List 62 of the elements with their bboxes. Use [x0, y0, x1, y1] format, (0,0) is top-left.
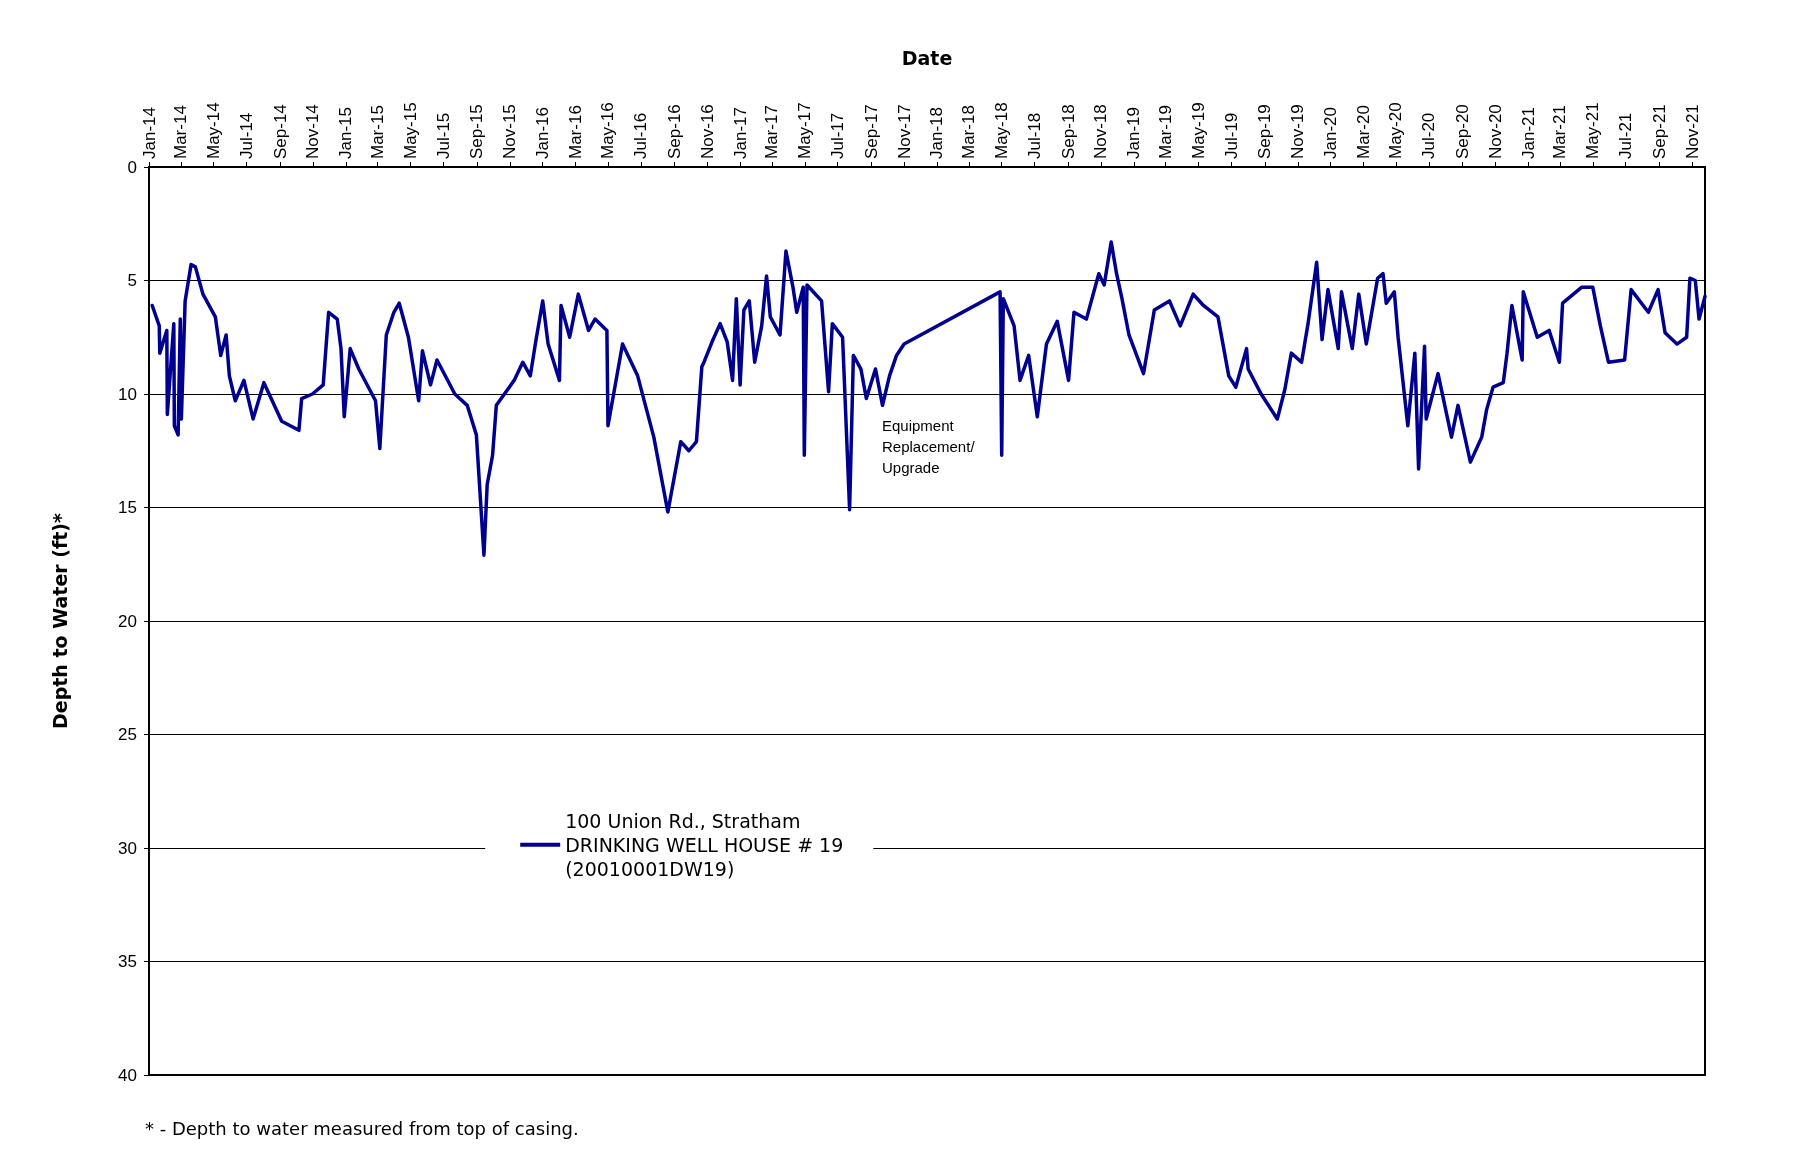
x-tick-label: Jan-21: [1518, 107, 1538, 159]
x-tick-label: Sep-18: [1058, 104, 1078, 159]
x-axis-title: Date: [901, 46, 953, 69]
y-tick-label: 25: [118, 725, 137, 744]
x-tick-label: Mar-14: [171, 105, 191, 159]
y-axis-title: Depth to Water (ft)*: [48, 512, 71, 729]
x-tick-label: Nov-20: [1485, 104, 1505, 159]
x-tick-label: May-21: [1583, 102, 1603, 159]
x-tick-label: Jul-20: [1419, 112, 1439, 159]
x-tick-label: Mar-16: [565, 105, 585, 159]
x-tick-label: Jan-20: [1321, 107, 1341, 159]
x-tick-label: Sep-21: [1649, 104, 1669, 159]
x-tick-label: Jul-14: [237, 112, 257, 159]
text: * - Depth to water measured from top of casing.: [145, 1117, 579, 1139]
x-tick-label: Jan-15: [336, 107, 356, 159]
x-tick-label: May-15: [401, 102, 421, 159]
x-tick-label: Mar-17: [762, 105, 782, 159]
x-tick-label: Jan-17: [730, 107, 750, 159]
x-tick-label: Nov-19: [1288, 104, 1308, 159]
x-tick-label: Jan-19: [1124, 107, 1144, 159]
x-tick-label: Nov-18: [1091, 104, 1111, 159]
y-tick-label: 35: [118, 952, 137, 971]
x-tick-label: Sep-17: [861, 104, 881, 159]
x-tick-label: Nov-21: [1682, 104, 1702, 159]
x-tick-label: Jan-16: [533, 107, 553, 159]
y-tick-label: 10: [118, 384, 137, 404]
x-tick-label: May-19: [1189, 102, 1209, 159]
x-tick-label: Sep-20: [1452, 104, 1472, 159]
x-tick-label: Mar-19: [1156, 105, 1176, 159]
y-tick-label: 30: [118, 838, 137, 858]
x-tick-label: Jul-17: [828, 112, 848, 159]
x-tick-label: Mar-15: [368, 105, 388, 159]
y-tick-label: 5: [127, 271, 137, 290]
x-tick-label: May-17: [795, 102, 815, 159]
x-tick-label: Jul-16: [631, 112, 651, 159]
x-tick-label: Sep-14: [270, 104, 290, 159]
x-tick-label: Nov-17: [894, 104, 914, 159]
x-tick-label: May-16: [598, 102, 618, 159]
x-tick-label: Nov-15: [500, 104, 520, 159]
x-tick-label: Sep-19: [1255, 104, 1275, 159]
x-tick-label: Sep-15: [467, 104, 487, 159]
legend-label: 100 Union Rd., Stratham DRINKING WELL HOUSE # 19 (20010001DW19): [565, 809, 844, 880]
x-tick-label: Jul-21: [1616, 112, 1636, 159]
x-tick-label: Jan-14: [139, 107, 159, 159]
y-tick-label: 40: [118, 1065, 137, 1085]
y-tick-label: 20: [118, 611, 137, 631]
x-tick-label: Mar-21: [1550, 105, 1570, 159]
annotation: Equipment Replacement/ Upgrade: [882, 417, 979, 476]
x-tick-label: Jul-18: [1025, 112, 1045, 159]
x-tick-label: Mar-20: [1353, 105, 1373, 159]
x-tick-label: Mar-18: [959, 105, 979, 159]
y-tick-label: 0: [127, 157, 137, 177]
x-tick-label: Sep-16: [664, 104, 684, 159]
x-tick-label: May-20: [1386, 102, 1406, 159]
x-tick-label: May-14: [204, 102, 224, 159]
x-tick-label: Jul-15: [433, 112, 453, 159]
x-tick-label: Jul-19: [1221, 112, 1241, 159]
y-tick-label: 15: [118, 498, 137, 517]
x-tick-label: Jan-18: [927, 107, 947, 159]
x-tick-label: May-18: [992, 102, 1012, 159]
x-tick-label: Nov-16: [697, 104, 717, 159]
x-tick-label: Nov-14: [303, 104, 323, 159]
